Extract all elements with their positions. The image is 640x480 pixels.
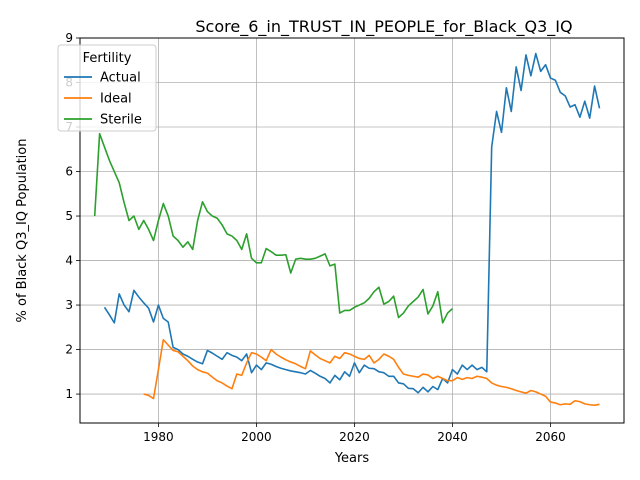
series-line-sterile	[93, 132, 454, 324]
legend-label-ideal: Ideal	[100, 92, 132, 107]
y-tick-label: 4	[65, 254, 73, 268]
legend-label-actual: Actual	[100, 71, 141, 86]
x-axis-ticks: 1980 2000 2020 2040 2060	[143, 423, 566, 444]
series-line-actual	[103, 52, 601, 394]
series-line-ideal	[143, 338, 600, 406]
y-tick-label: 5	[65, 209, 73, 223]
x-tick-label: 2060	[535, 430, 566, 444]
x-tick-label: 2020	[339, 430, 370, 444]
legend-items: Actual Ideal Sterile	[64, 71, 142, 128]
x-tick-label: 2040	[437, 430, 468, 444]
legend-label-sterile: Sterile	[100, 113, 142, 128]
y-axis-label: % of Black Q3_IQ Population	[15, 139, 30, 323]
plot-frame	[79, 37, 625, 424]
legend-title: Fertility	[83, 51, 132, 66]
x-axis-label: Years	[334, 451, 370, 466]
legend-box	[57, 44, 157, 132]
x-tick-label: 2000	[241, 430, 272, 444]
y-tick-label: 3	[65, 298, 73, 312]
chart-title: Score_6_in_TRUST_IN_PEOPLE_for_Black_Q3_…	[195, 17, 572, 37]
x-tick-label: 1980	[143, 430, 174, 444]
series-lines	[93, 52, 601, 406]
y-tick-label: 6	[65, 165, 73, 179]
y-tick-label: 1	[65, 387, 73, 401]
legend: Fertility Actual Ideal Sterile	[57, 44, 157, 132]
y-tick-label: 9	[65, 31, 73, 45]
y-tick-label: 2	[65, 343, 73, 357]
